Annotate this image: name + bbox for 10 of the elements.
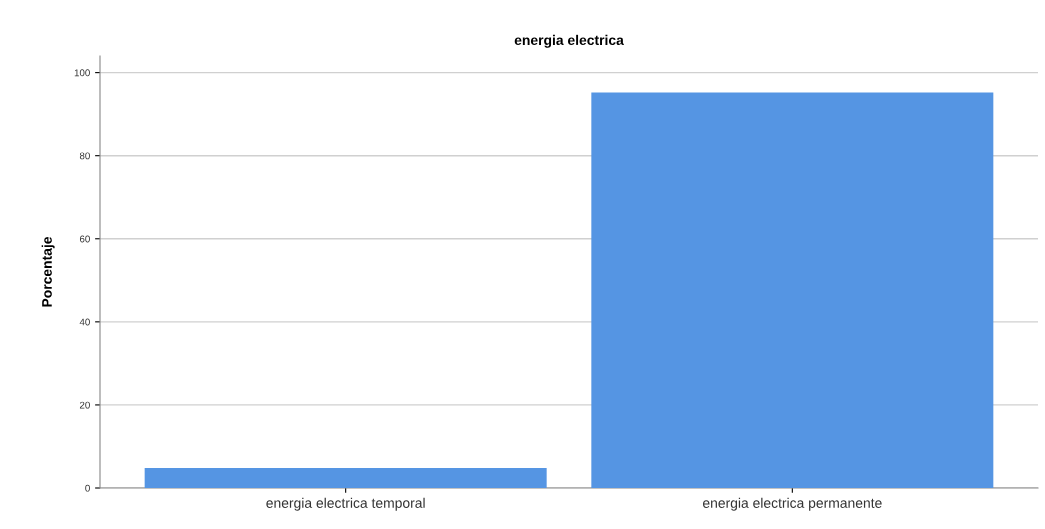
y-tick-label: 40 (79, 318, 90, 326)
chart-title: energia electrica (514, 34, 624, 48)
y-tick-label: 20 (79, 401, 90, 409)
x-tick-label: energia electrica temporal (266, 497, 425, 511)
y-tick-label: 80 (79, 152, 90, 160)
y-tick-label: 100 (74, 69, 90, 77)
x-tick-label: energia electrica permanente (702, 497, 882, 511)
y-axis-title: Porcentaje (41, 236, 55, 307)
y-tick-label: 0 (85, 484, 90, 492)
y-tick-label: 60 (79, 235, 90, 243)
